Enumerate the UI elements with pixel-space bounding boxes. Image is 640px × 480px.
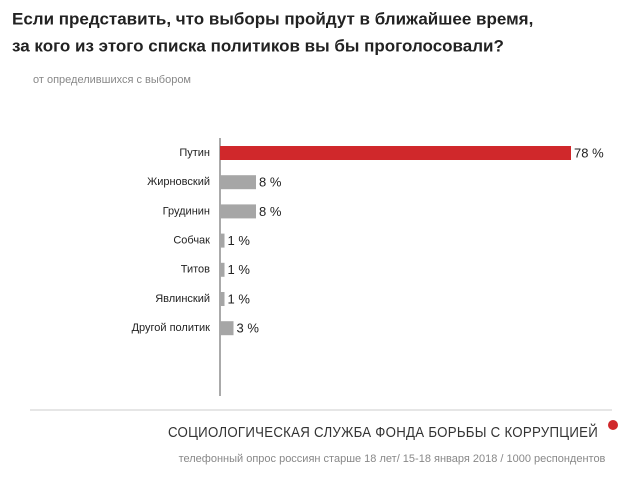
bar (220, 292, 225, 306)
bar (220, 175, 256, 190)
value-label: 78 % (574, 145, 604, 160)
bar (220, 321, 234, 336)
value-label: 8 % (259, 175, 282, 190)
y-tick-label: Другой политик (132, 322, 211, 334)
chart-title: за кого из этого списка политиков вы бы … (12, 36, 504, 55)
y-tick-label: Титов (181, 264, 210, 276)
y-tick-label: Путин (179, 147, 210, 159)
logo-dot (608, 420, 618, 430)
y-tick-label: Грудинин (163, 205, 210, 217)
bar (220, 146, 571, 160)
source-note: телефонный опрос россиян старше 18 лет/ … (179, 453, 606, 465)
y-tick-label: Собчак (173, 235, 210, 247)
bar (220, 233, 225, 248)
chart-subtitle: от определившихся с выбором (33, 74, 191, 86)
value-label: 1 % (228, 262, 251, 277)
value-label: 8 % (259, 204, 282, 219)
footer: СОЦИОЛОГИЧЕСКАЯ СЛУЖБА ФОНДА БОРЬБЫ С КО… (168, 423, 598, 441)
bar (220, 204, 256, 219)
bar (220, 262, 225, 277)
chart-title: Если представить, что выборы пройдут в б… (12, 9, 533, 28)
y-tick-label: Явлинский (155, 293, 210, 305)
value-label: 1 % (228, 233, 251, 248)
y-tick-label: Жирновский (147, 176, 210, 188)
value-label: 3 % (237, 321, 260, 336)
value-label: 1 % (228, 291, 251, 306)
